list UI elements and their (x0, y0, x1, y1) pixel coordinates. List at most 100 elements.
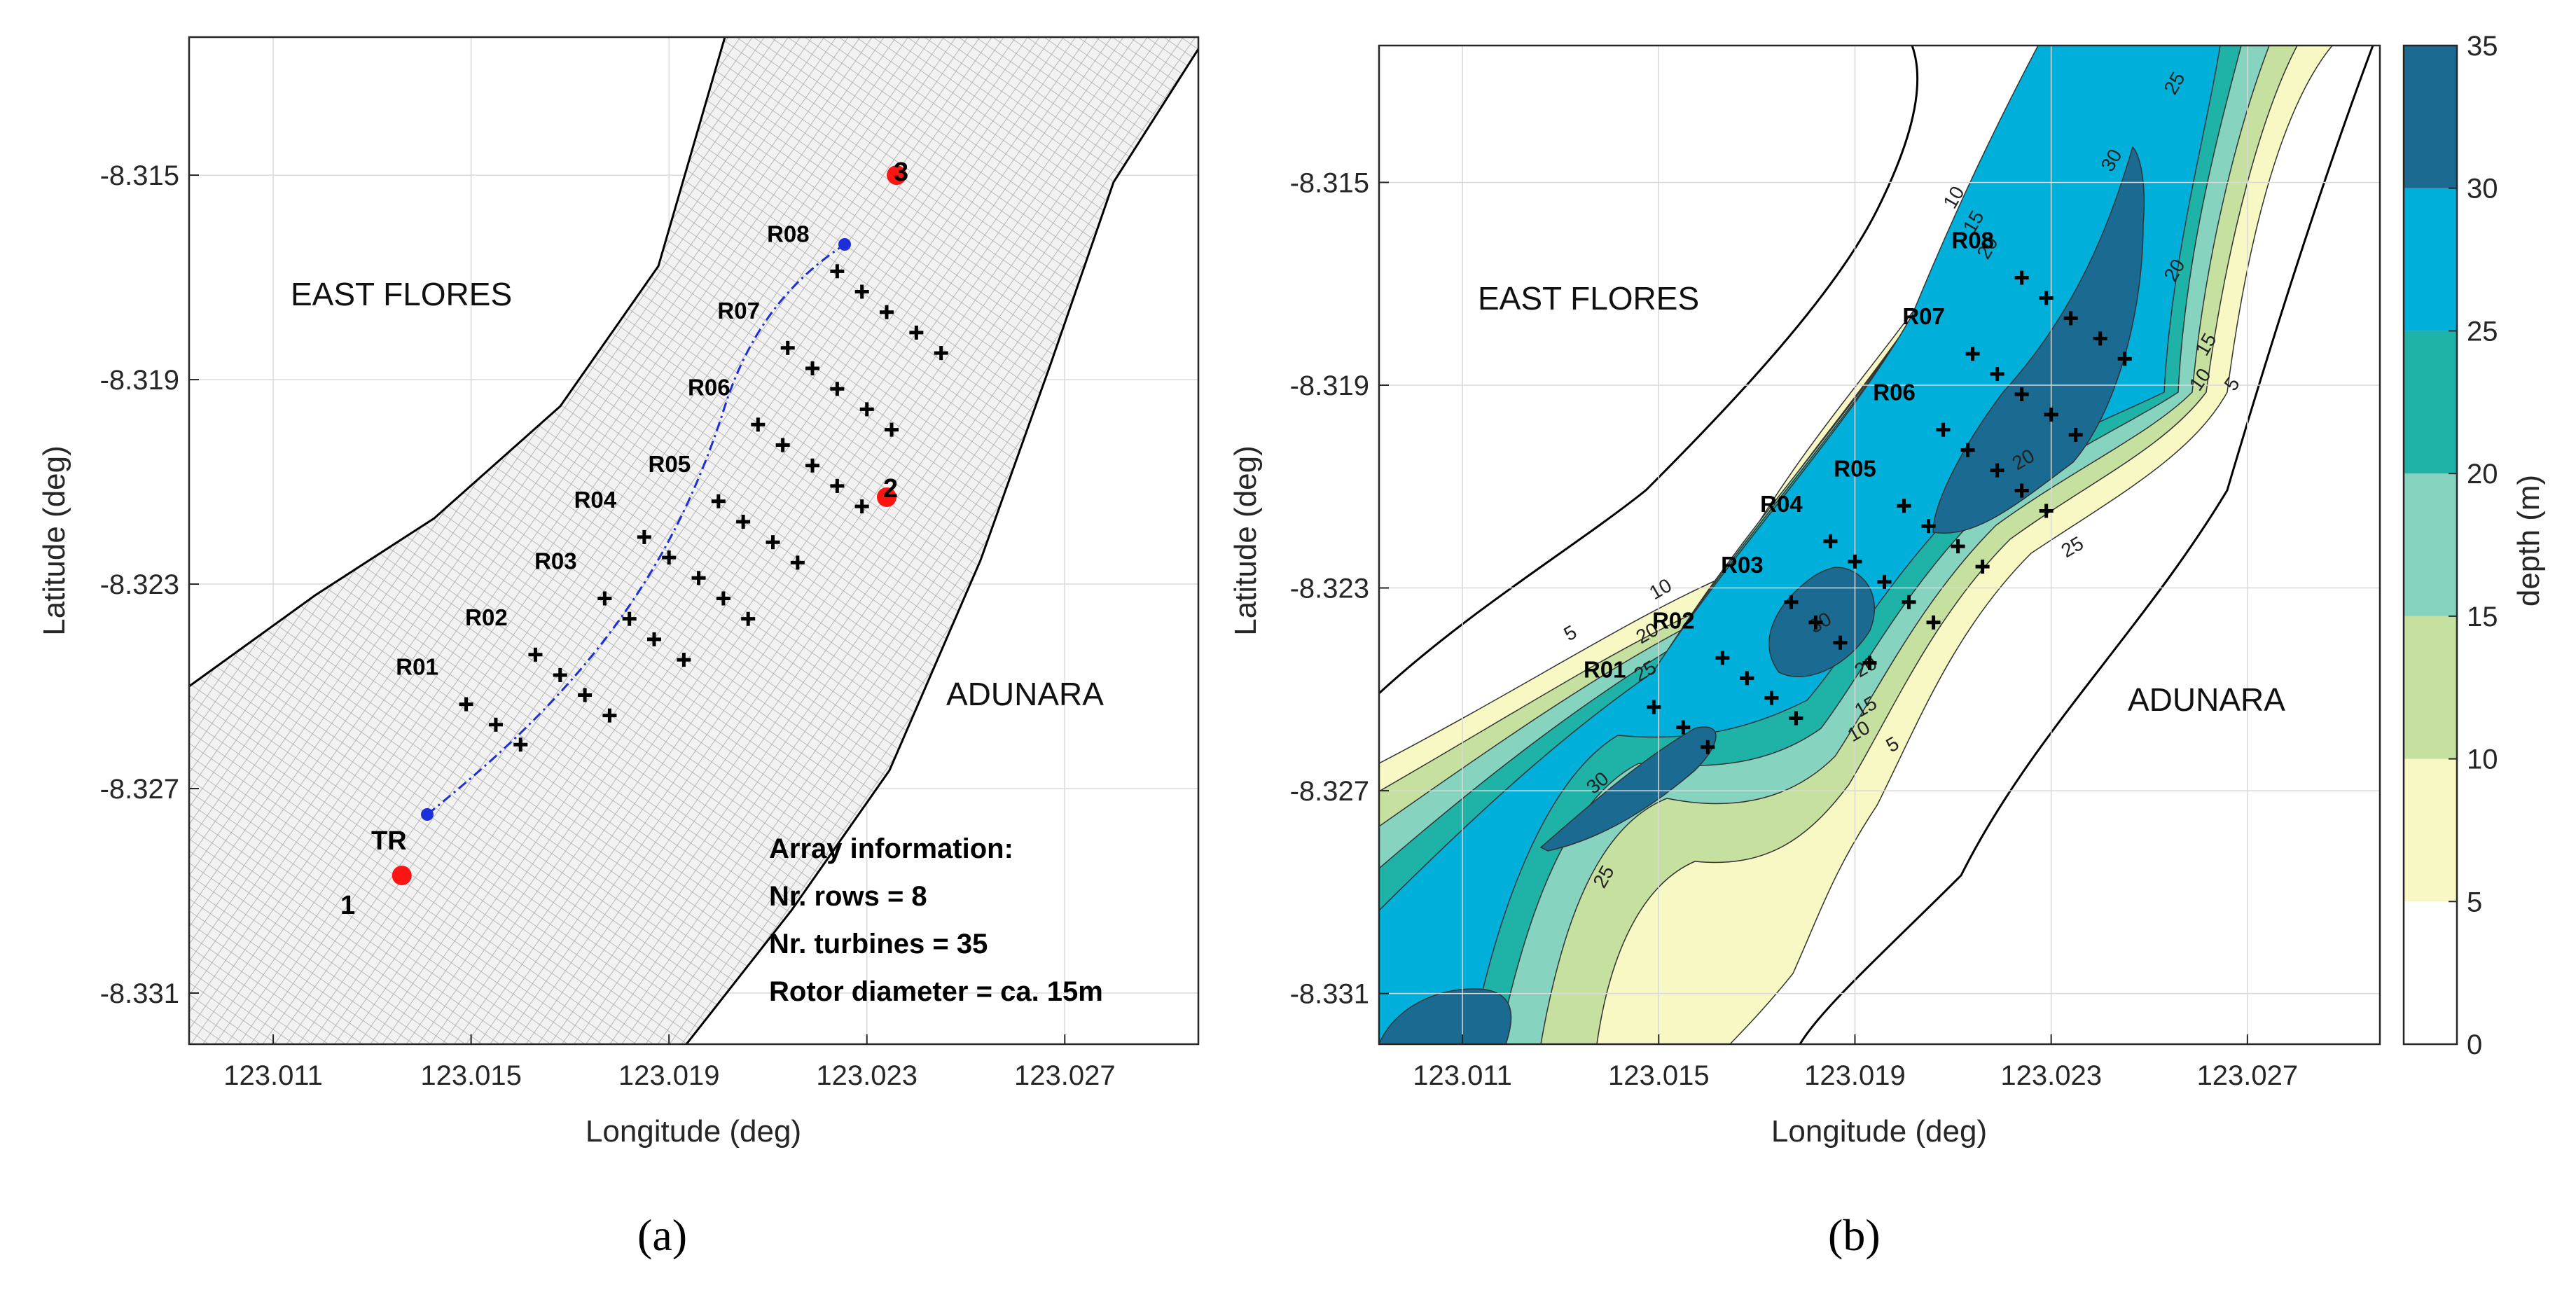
colorbar-tick-label: 15 (2467, 602, 2498, 632)
panel-b-turbine-r04 (1823, 534, 1838, 548)
colorbar-tick-label: 25 (2467, 316, 2498, 347)
panel-a-ylabel: Latitude (deg) (37, 445, 71, 636)
panel-b-ytick-label: -8.323 (1290, 574, 1369, 604)
panel-a-turbine-r04 (662, 550, 677, 565)
panel-b-turbine-r08 (2014, 270, 2029, 285)
panel-a-xtick-label: 123.019 (618, 1060, 720, 1091)
point-1-marker (392, 866, 412, 886)
panel-a-turbine-r08 (934, 346, 948, 361)
panel-b-xtick-label: 123.015 (1608, 1060, 1710, 1091)
transect-line (427, 243, 845, 816)
panel-b-frame (1378, 44, 2381, 1046)
place-east-flores-b: EAST FLORES (1478, 280, 1699, 317)
panel-b-turbine-r04 (1902, 595, 1916, 609)
point-2-marker (876, 487, 896, 507)
info-rows: Nr. rows = 8 (769, 881, 927, 912)
panel-a-ytick-label: -8.315 (100, 160, 179, 191)
place-adunara-b: ADUNARA (2128, 681, 2285, 718)
panel-a-turbine-r02 (602, 708, 617, 723)
coastline-east (685, 48, 1198, 1044)
point-2-label: 2 (883, 474, 898, 504)
place-adunara-a: ADUNARA (946, 676, 1104, 712)
panel-a-row-labels: R01 R02 R03 R04 R05 R06 R07 R08 (396, 221, 809, 679)
panel-a-turbine-r05 (736, 514, 751, 529)
panel-b-turbine-r01 (1647, 700, 1661, 714)
panel-b-turbine-r02 (1715, 651, 1730, 665)
info-turbines: Nr. turbines = 35 (769, 929, 988, 959)
panel-a-turbine-r08 (879, 305, 894, 319)
panel-a-ytick-label: -8.331 (100, 978, 179, 1009)
panel-a: R01 R02 R03 R04 R05 R06 R07 R08 1 2 3 TR EAST F… (37, 36, 1200, 1260)
panel-a-turbine-r06 (805, 458, 820, 473)
panel-b-turbine-r03 (1784, 595, 1799, 609)
panel-b-row-labels: R01 R02 R03 R04 R05 R06 R07 R08 (1584, 228, 1994, 683)
panel-a-turbine-r02 (553, 667, 567, 682)
panel-b-turbine-r02 (1764, 691, 1779, 705)
panel-b-xtick-label: 123.023 (2000, 1060, 2102, 1091)
panel-a-row-label-r02: R02 (465, 604, 508, 630)
panel-b-turbine-r05 (1921, 519, 1936, 534)
panel-a-caption: (a) (637, 1210, 687, 1260)
panel-a-turbine-r07 (859, 402, 874, 417)
panel-b-grid (1379, 46, 2380, 1044)
panel-b-row-label-r01: R01 (1584, 657, 1626, 683)
panel-b-turbine-r05 (1897, 499, 1911, 513)
panel-b-xtick-label: 123.019 (1804, 1060, 1906, 1091)
panel-b-turbine-r07 (2044, 407, 2058, 422)
point-3-label: 3 (894, 158, 908, 187)
panel-a-turbine-r02 (578, 688, 593, 702)
colorbar-tick-label: 5 (2467, 887, 2482, 917)
panel-a-turbine-r06 (775, 438, 790, 452)
colorbar-band-20 (2404, 331, 2457, 474)
panel-b-turbine-r07 (2068, 427, 2083, 442)
depth-patch-30-southwest (1379, 988, 1512, 1044)
panel-b-row-label-r04: R04 (1760, 491, 1803, 517)
panel-a-points (392, 165, 907, 886)
panel-a-turbine-r07 (885, 422, 899, 437)
coastline-east-b (1799, 46, 2374, 1044)
colorbar-band-10 (2404, 616, 2457, 759)
transect-end-marker (838, 238, 851, 251)
panel-a-row-label-r05: R05 (649, 451, 691, 477)
panel-a-xlabel: Longitude (deg) (586, 1114, 801, 1149)
colorbar-tick-label: 35 (2467, 31, 2498, 62)
panel-a-row-label-r06: R06 (688, 374, 730, 400)
panel-a-ytick-label: -8.327 (100, 774, 179, 805)
panel-b-ticks: 123.011 123.015 123.019 123.023 123.027 -8.31… (1290, 167, 2299, 1091)
panel-b-turbine-r07 (2014, 387, 2029, 402)
panel-a-ytick-label: -8.319 (100, 365, 179, 396)
panel-b-turbine-r07 (1990, 367, 2004, 382)
panel-a-turbine-r05 (790, 555, 805, 570)
panel-a-row-label-r08: R08 (767, 221, 810, 247)
colorbar-tick-label: 20 (2467, 459, 2498, 490)
panel-b-xtick-label: 123.027 (2197, 1060, 2299, 1091)
panel-a-row-label-r07: R07 (717, 298, 760, 324)
panel-b-turbine-r08 (2063, 311, 2078, 326)
panel-b-turbine-r04 (1926, 615, 1941, 630)
transect-label: TR (371, 826, 407, 856)
panel-a-xtick-label: 123.027 (1014, 1060, 1116, 1091)
panel-b-turbine-r06 (1960, 443, 1975, 457)
panel-a-turbine-r04 (637, 529, 651, 544)
panel-b-row-label-r06: R06 (1873, 380, 1916, 405)
panel-a-xtick-label: 123.023 (816, 1060, 917, 1091)
panel-a-turbine-r03 (622, 611, 637, 626)
colorbar-tick-label: 30 (2467, 174, 2498, 204)
panel-a-turbine-r08 (830, 264, 845, 279)
panel-b-turbine-r05 (1951, 539, 1965, 554)
panel-b-turbine-r04 (1877, 574, 1892, 589)
panel-b-turbine-r02 (1789, 711, 1803, 726)
colorbar-tick-label: 10 (2467, 744, 2498, 775)
panel-a-turbine-r03 (677, 653, 691, 667)
colorbar-label: depth (m) (2512, 475, 2546, 606)
panel-a-ytick-label: -8.323 (100, 569, 179, 600)
panel-a-turbine-r03 (597, 591, 612, 606)
panel-b-row-label-r05: R05 (1834, 455, 1876, 481)
panel-a-turbine-r05 (711, 494, 726, 508)
info-rotor: Rotor diameter = ca. 15m (769, 976, 1103, 1007)
mesh-area (189, 37, 1198, 1044)
panel-a-turbine-r06 (854, 499, 869, 514)
panel-b-ylabel: Latitude (deg) (1228, 445, 1263, 636)
panel-a-turbine-r04 (691, 571, 706, 585)
